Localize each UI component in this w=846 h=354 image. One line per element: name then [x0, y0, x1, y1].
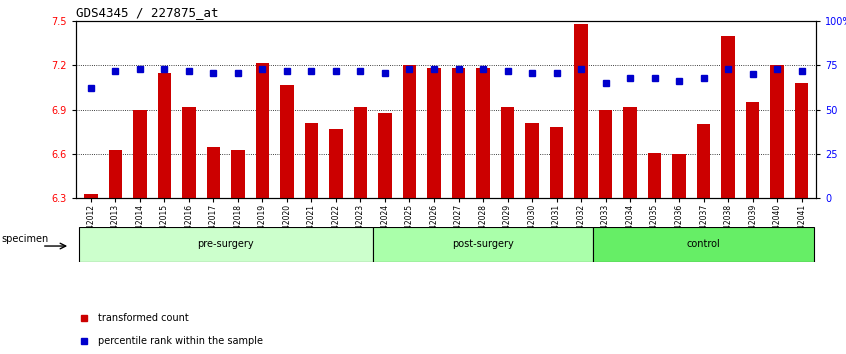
Bar — [378, 113, 392, 198]
Bar — [427, 68, 441, 198]
Bar — [231, 149, 244, 198]
Text: transformed count: transformed count — [98, 313, 190, 323]
Bar — [305, 123, 318, 198]
Text: control: control — [687, 239, 721, 249]
Bar — [624, 107, 637, 198]
Text: percentile rank within the sample: percentile rank within the sample — [98, 336, 263, 346]
Text: GDS4345 / 227875_at: GDS4345 / 227875_at — [76, 6, 218, 19]
Bar — [373, 227, 593, 262]
Bar — [403, 65, 416, 198]
Bar — [722, 36, 735, 198]
Bar — [746, 102, 760, 198]
Bar — [771, 65, 784, 198]
Text: post-surgery: post-surgery — [452, 239, 514, 249]
Bar — [673, 154, 686, 198]
Bar — [476, 68, 490, 198]
Bar — [648, 153, 662, 198]
Bar — [79, 227, 373, 262]
Bar — [795, 83, 809, 198]
Bar — [452, 68, 465, 198]
Bar — [255, 63, 269, 198]
Bar — [354, 107, 367, 198]
Bar — [329, 129, 343, 198]
Bar — [108, 149, 122, 198]
Bar — [280, 85, 294, 198]
Bar — [574, 24, 588, 198]
Text: specimen: specimen — [2, 234, 49, 244]
Bar — [133, 110, 146, 198]
Bar — [157, 73, 171, 198]
Bar — [84, 194, 97, 198]
Bar — [550, 127, 563, 198]
Bar — [599, 110, 613, 198]
Bar — [697, 125, 711, 198]
Bar — [206, 147, 220, 198]
Bar — [593, 227, 814, 262]
Bar — [525, 123, 539, 198]
Bar — [501, 107, 514, 198]
Text: pre-surgery: pre-surgery — [197, 239, 254, 249]
Bar — [182, 107, 195, 198]
